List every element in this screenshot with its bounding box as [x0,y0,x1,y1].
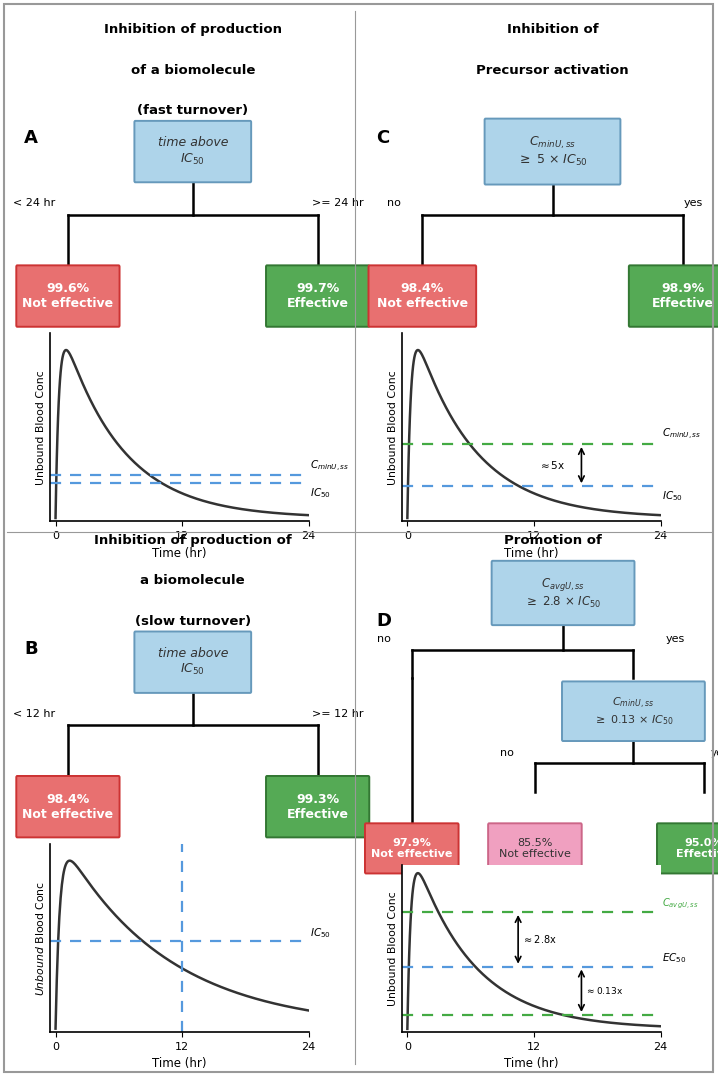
FancyBboxPatch shape [629,266,718,327]
Text: $C_{minU,ss}$
$\geq$ 5 × $IC_{50}$: $C_{minU,ss}$ $\geq$ 5 × $IC_{50}$ [517,134,588,169]
Y-axis label: Unbound Blood Conc: Unbound Blood Conc [388,891,398,1006]
Text: < 12 hr: < 12 hr [13,708,55,718]
Text: (slow turnover): (slow turnover) [135,615,251,628]
Text: $C_{minU,ss}$
$\geq$ 0.13 × $IC_{50}$: $C_{minU,ss}$ $\geq$ 0.13 × $IC_{50}$ [593,696,673,727]
FancyBboxPatch shape [485,118,620,185]
Text: < 24 hr: < 24 hr [13,198,55,209]
Text: yes: yes [684,198,703,209]
Y-axis label: Unbound Blood Conc: Unbound Blood Conc [388,370,398,485]
FancyBboxPatch shape [17,266,120,327]
Text: 97.9%
Not effective: 97.9% Not effective [371,837,452,859]
Text: a biomolecule: a biomolecule [141,574,245,587]
Text: time above
$IC_{50}$: time above $IC_{50}$ [157,137,228,167]
Text: Inhibition of production of: Inhibition of production of [94,533,292,546]
Text: 99.3%
Effective: 99.3% Effective [286,792,349,820]
FancyBboxPatch shape [657,823,718,874]
FancyBboxPatch shape [488,823,582,874]
Text: of a biomolecule: of a biomolecule [131,63,255,76]
Text: $C_{minU,ss}$: $C_{minU,ss}$ [661,428,701,443]
Text: $IC_{50}$: $IC_{50}$ [309,486,331,500]
FancyBboxPatch shape [134,631,251,693]
X-axis label: Time (hr): Time (hr) [152,1058,207,1071]
Text: no: no [387,198,401,209]
Text: D: D [376,612,391,630]
FancyBboxPatch shape [492,561,635,626]
FancyBboxPatch shape [134,120,251,183]
Text: 98.4%
Not effective: 98.4% Not effective [22,792,113,820]
Text: $IC_{50}$: $IC_{50}$ [661,489,683,503]
Text: tumor cell death: tumor cell death [490,576,615,589]
Text: $\approx$0.13x: $\approx$0.13x [584,985,623,997]
FancyBboxPatch shape [562,682,705,741]
Text: >= 24 hr: >= 24 hr [312,198,364,209]
Text: $\approx$5x: $\approx$5x [538,459,566,471]
Text: 98.4%
Not effective: 98.4% Not effective [377,282,468,310]
Text: $C_{minU,ss}$: $C_{minU,ss}$ [309,459,349,474]
Text: time above
$IC_{50}$: time above $IC_{50}$ [157,647,228,677]
Text: B: B [24,640,37,658]
Text: $IC_{50}$: $IC_{50}$ [309,926,331,940]
Text: Inhibition of: Inhibition of [507,23,598,35]
Text: A: A [24,129,38,147]
Text: 99.6%
Not effective: 99.6% Not effective [22,282,113,310]
Y-axis label: Unbound Blood Conc: Unbound Blood Conc [36,370,46,485]
Text: 99.7%
Effective: 99.7% Effective [286,282,349,310]
X-axis label: Time (hr): Time (hr) [504,1058,559,1071]
Text: 95.0%
Effective: 95.0% Effective [676,837,718,859]
Text: Precursor activation: Precursor activation [476,63,629,76]
Text: $EC_{50}$: $EC_{50}$ [661,951,686,965]
Text: $\approx$2.8x: $\approx$2.8x [523,933,557,945]
Text: yes: yes [666,634,685,644]
Text: Promotion of: Promotion of [503,534,602,547]
Text: >= 12 hr: >= 12 hr [312,708,363,718]
FancyBboxPatch shape [266,266,369,327]
X-axis label: Time (hr): Time (hr) [504,547,559,560]
Y-axis label: $\mathit{Unbound}$ Blood Conc: $\mathit{Unbound}$ Blood Conc [34,880,46,995]
Text: 98.9%
Effective: 98.9% Effective [652,282,714,310]
FancyBboxPatch shape [266,776,369,837]
Text: Inhibition of production: Inhibition of production [104,23,281,35]
FancyBboxPatch shape [365,823,459,874]
Text: $C_{avgU,ss}$: $C_{avgU,ss}$ [661,897,699,911]
Text: no: no [500,747,513,758]
Text: 85.5%
Not effective: 85.5% Not effective [499,837,571,859]
FancyBboxPatch shape [17,776,120,837]
Text: yes: yes [711,747,718,758]
FancyBboxPatch shape [368,266,476,327]
Text: no: no [377,634,391,644]
Text: (fast turnover): (fast turnover) [137,104,248,117]
Text: $C_{avgU,ss}$
$\geq$ 2.8 × $IC_{50}$: $C_{avgU,ss}$ $\geq$ 2.8 × $IC_{50}$ [524,576,602,611]
X-axis label: Time (hr): Time (hr) [152,547,207,560]
Text: C: C [376,129,390,147]
